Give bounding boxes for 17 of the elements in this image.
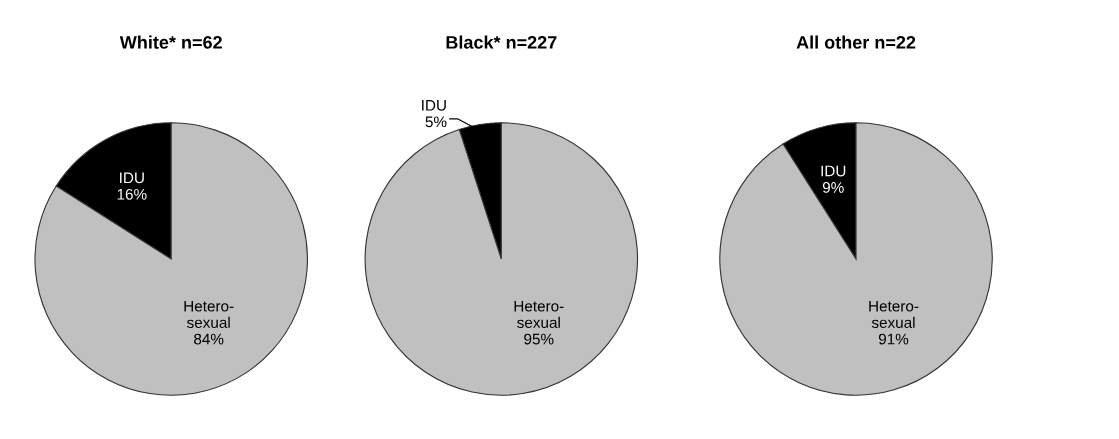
- slice-label: Hetero- sexual: [184, 300, 234, 328]
- slice-label: IDU: [821, 165, 846, 177]
- pie-slice: [34, 122, 308, 396]
- pie-slice: [719, 122, 993, 396]
- data-label: 84%: [194, 333, 224, 345]
- data-label: 5%: [425, 116, 447, 128]
- data-label: 9%: [822, 182, 844, 193]
- chart-title: Black* n=227: [446, 35, 557, 49]
- slice-label: Hetero- sexual: [514, 300, 564, 328]
- data-label: 95%: [524, 333, 554, 345]
- chart-title: All other n=22: [796, 35, 916, 49]
- data-label: 16%: [117, 188, 147, 200]
- slice-label: Hetero- sexual: [869, 300, 919, 328]
- slice-label: IDU: [120, 172, 144, 184]
- data-label: 91%: [878, 333, 909, 345]
- slice-label: IDU: [422, 100, 446, 111]
- chart-title: White* n=62: [119, 35, 222, 49]
